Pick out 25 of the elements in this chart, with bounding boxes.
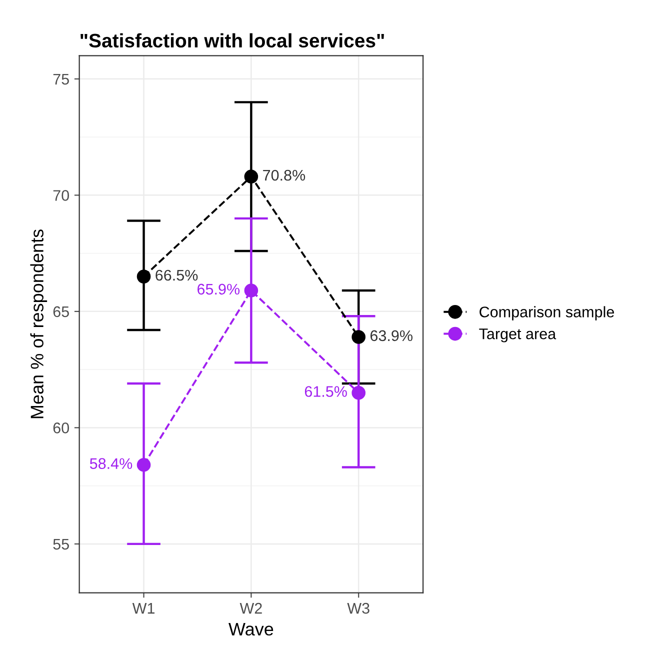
chart-title: "Satisfaction with local services" [80, 33, 384, 48]
legend-label: Comparison sample [480, 306, 614, 320]
legend-label: Target area [479, 328, 556, 342]
y-axis-title: Mean % of respondents [30, 230, 48, 418]
point [136, 458, 151, 472]
y-tick-label: 65 [53, 306, 69, 318]
x-tick-label: W3 [347, 602, 370, 614]
data-label: 63.9% [370, 330, 412, 342]
data-label: 70.8% [263, 170, 306, 181]
y-tick-label: 70 [53, 190, 69, 201]
point [244, 284, 258, 298]
point [244, 170, 258, 184]
x-tick-label: W1 [132, 603, 154, 614]
data-label: 61.5% [304, 386, 347, 397]
x-tick-label: W2 [240, 602, 262, 614]
point [352, 386, 366, 400]
y-tick-label: 55 [53, 538, 69, 550]
data-label: 58.4% [90, 458, 132, 469]
y-tick-label: 75 [53, 74, 69, 85]
point [352, 330, 366, 344]
data-label: 65.9% [198, 284, 240, 295]
x-axis-title: Wave [228, 622, 274, 636]
point [136, 270, 151, 284]
data-label: 66.5% [156, 270, 198, 281]
y-tick-label: 60 [53, 422, 69, 434]
